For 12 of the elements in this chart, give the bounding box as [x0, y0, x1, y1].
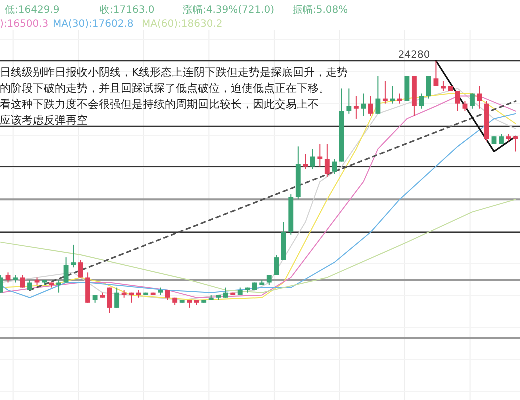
annotation: 的阶段下破的走势，并且回踩试探了低点破位，迫使低点正在下移。 [0, 82, 330, 95]
annotation: 应该考虑反弹再空 [0, 114, 88, 127]
annotation: MA(30):17602.8 [53, 19, 134, 30]
annotation: 收:17163.0 [100, 5, 155, 16]
annotation: 低:16429.9 [5, 5, 60, 16]
annotation: 24280 [398, 50, 430, 61]
annotation: 日线级别昨日报收小阴线，K线形态上连阴下跌但走势是探底回升，走势 [0, 66, 348, 79]
annotation: MA(60):18630.2 [142, 19, 223, 30]
annotation: 看这种下跌力度不会很强但是持续的周期回比较长，因此交易上不 [0, 98, 319, 111]
annotation: 涨幅:4.39%(721.0) [183, 5, 275, 16]
annotation: 振幅:5.08% [293, 5, 348, 16]
annotation: ):16500.3 [0, 19, 49, 30]
